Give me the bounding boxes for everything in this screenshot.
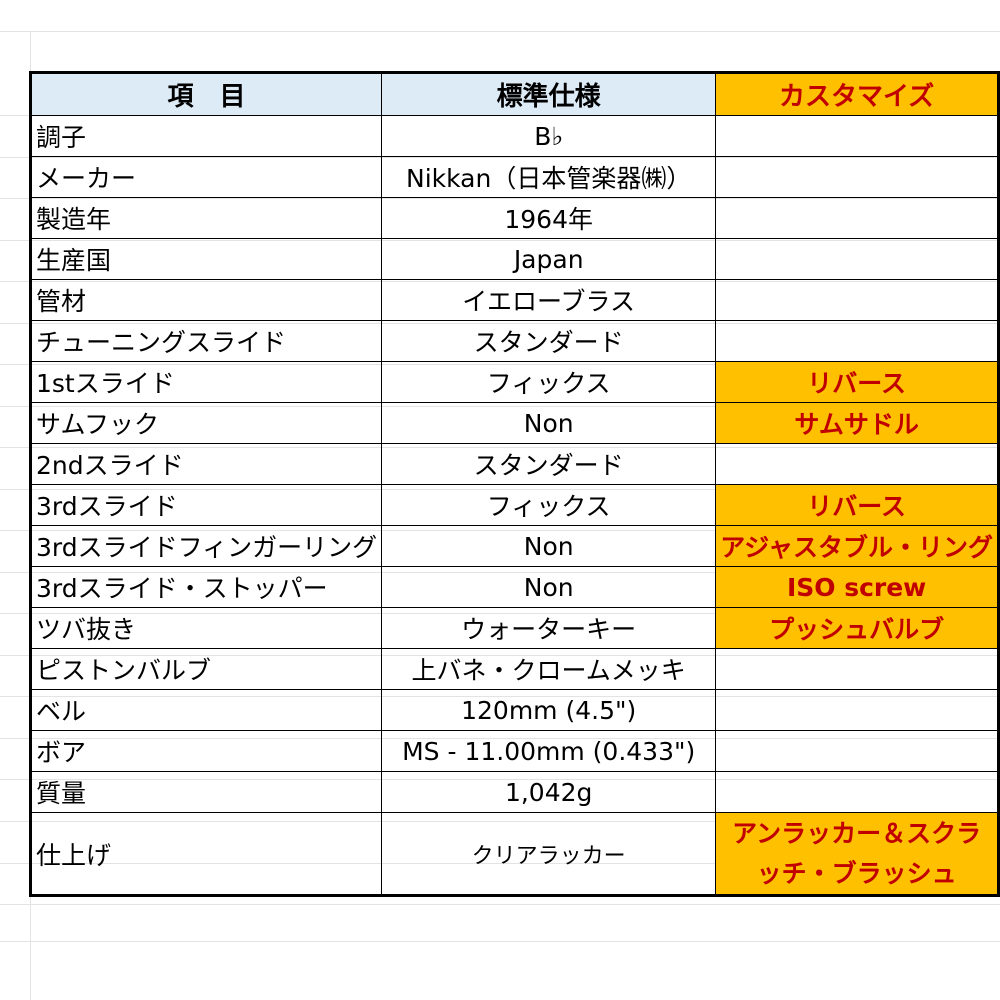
table-row: チューニングスライド スタンダード bbox=[29, 320, 999, 362]
cell-custom[interactable] bbox=[715, 689, 999, 731]
cell-custom[interactable] bbox=[715, 771, 999, 813]
cell-custom[interactable]: アンラッカー＆スクラッチ・ブラッシュ bbox=[715, 812, 999, 896]
table-row: 仕上げ クリアラッカー アンラッカー＆スクラッチ・ブラッシュ bbox=[29, 812, 999, 896]
table-row: 2ndスライド スタンダード bbox=[29, 443, 999, 485]
table-row: 3rdスライド フィックス リバース bbox=[29, 484, 999, 526]
cell-custom[interactable] bbox=[715, 730, 999, 772]
cell-custom[interactable] bbox=[715, 115, 999, 157]
table-row: 1stスライド フィックス リバース bbox=[29, 361, 999, 403]
table-row: 製造年 1964年 bbox=[29, 197, 999, 239]
cell-custom[interactable] bbox=[715, 443, 999, 485]
table-row: ボア MS - 11.00mm (0.433") bbox=[29, 730, 999, 772]
cell-item[interactable]: 質量 bbox=[29, 771, 383, 813]
cell-custom[interactable] bbox=[715, 238, 999, 280]
table-row: サムフック Non サムサドル bbox=[29, 402, 999, 444]
cell-custom[interactable]: リバース bbox=[715, 361, 999, 403]
spec-table: 項 目 標準仕様 カスタマイズ 調子 B♭ メーカー Nikkan（日本管楽器㈱） 製造… bbox=[29, 71, 1000, 897]
table-row: ベル 120mm (4.5") bbox=[29, 689, 999, 731]
cell-custom[interactable]: ISO screw bbox=[715, 566, 999, 608]
cell-standard[interactable]: イエローブラス bbox=[381, 279, 717, 321]
table-row: 3rdスライド・ストッパー Non ISO screw bbox=[29, 566, 999, 608]
cell-item[interactable]: ボア bbox=[29, 730, 383, 772]
cell-custom[interactable] bbox=[715, 648, 999, 690]
cell-standard[interactable]: Non bbox=[381, 525, 717, 567]
cell-standard[interactable]: Non bbox=[381, 402, 717, 444]
table-row: 管材 イエローブラス bbox=[29, 279, 999, 321]
cell-custom[interactable]: サムサドル bbox=[715, 402, 999, 444]
cell-custom[interactable]: アジャスタブル・リング bbox=[715, 525, 999, 567]
cell-standard[interactable]: スタンダード bbox=[381, 443, 717, 485]
table-row: 質量 1,042g bbox=[29, 771, 999, 813]
cell-custom[interactable] bbox=[715, 320, 999, 362]
cell-standard[interactable]: Japan bbox=[381, 238, 717, 280]
table-row: 3rdスライドフィンガーリング Non アジャスタブル・リング bbox=[29, 525, 999, 567]
cell-standard[interactable]: 上バネ・クロームメッキ bbox=[381, 648, 717, 690]
cell-item[interactable]: 3rdスライド bbox=[29, 484, 383, 526]
cell-item[interactable]: メーカー bbox=[29, 156, 383, 198]
cell-standard[interactable]: B♭ bbox=[381, 115, 717, 157]
sheet-gridline bbox=[0, 31, 1000, 32]
cell-item[interactable]: 製造年 bbox=[29, 197, 383, 239]
cell-standard[interactable]: 1,042g bbox=[381, 771, 717, 813]
cell-item[interactable]: ベル bbox=[29, 689, 383, 731]
cell-item[interactable]: 1stスライド bbox=[29, 361, 383, 403]
cell-standard[interactable]: フィックス bbox=[381, 361, 717, 403]
cell-standard[interactable]: Non bbox=[381, 566, 717, 608]
cell-standard[interactable]: Nikkan（日本管楽器㈱） bbox=[381, 156, 717, 198]
cell-standard[interactable]: フィックス bbox=[381, 484, 717, 526]
cell-standard[interactable]: 120mm (4.5") bbox=[381, 689, 717, 731]
header-row: 項 目 標準仕様 カスタマイズ bbox=[29, 72, 999, 116]
cell-custom[interactable] bbox=[715, 156, 999, 198]
cell-item[interactable]: ピストンバルブ bbox=[29, 648, 383, 690]
cell-custom[interactable]: リバース bbox=[715, 484, 999, 526]
cell-custom[interactable] bbox=[715, 279, 999, 321]
cell-item[interactable]: 3rdスライド・ストッパー bbox=[29, 566, 383, 608]
cell-custom[interactable]: プッシュバルブ bbox=[715, 607, 999, 649]
cell-standard[interactable]: MS - 11.00mm (0.433") bbox=[381, 730, 717, 772]
cell-item[interactable]: 調子 bbox=[29, 115, 383, 157]
table-row: ピストンバルブ 上バネ・クロームメッキ bbox=[29, 648, 999, 690]
cell-item[interactable]: 3rdスライドフィンガーリング bbox=[29, 525, 383, 567]
header-item: 項 目 bbox=[29, 72, 383, 116]
sheet-gridline bbox=[0, 904, 1000, 905]
cell-item[interactable]: 仕上げ bbox=[29, 812, 383, 896]
cell-standard[interactable]: スタンダード bbox=[381, 320, 717, 362]
table-row: メーカー Nikkan（日本管楽器㈱） bbox=[29, 156, 999, 198]
cell-item[interactable]: ツバ抜き bbox=[29, 607, 383, 649]
cell-item[interactable]: サムフック bbox=[29, 402, 383, 444]
cell-item[interactable]: 2ndスライド bbox=[29, 443, 383, 485]
header-standard: 標準仕様 bbox=[381, 72, 717, 116]
table-row: 生産国 Japan bbox=[29, 238, 999, 280]
table-row: 調子 B♭ bbox=[29, 115, 999, 157]
cell-standard[interactable]: 1964年 bbox=[381, 197, 717, 239]
cell-standard[interactable]: クリアラッカー bbox=[381, 812, 717, 896]
cell-item[interactable]: 生産国 bbox=[29, 238, 383, 280]
header-custom: カスタマイズ bbox=[715, 72, 999, 116]
cell-standard[interactable]: ウォーターキー bbox=[381, 607, 717, 649]
cell-item[interactable]: 管材 bbox=[29, 279, 383, 321]
cell-custom[interactable] bbox=[715, 197, 999, 239]
sheet-gridline bbox=[0, 941, 1000, 942]
table-row: ツバ抜き ウォーターキー プッシュバルブ bbox=[29, 607, 999, 649]
cell-item[interactable]: チューニングスライド bbox=[29, 320, 383, 362]
